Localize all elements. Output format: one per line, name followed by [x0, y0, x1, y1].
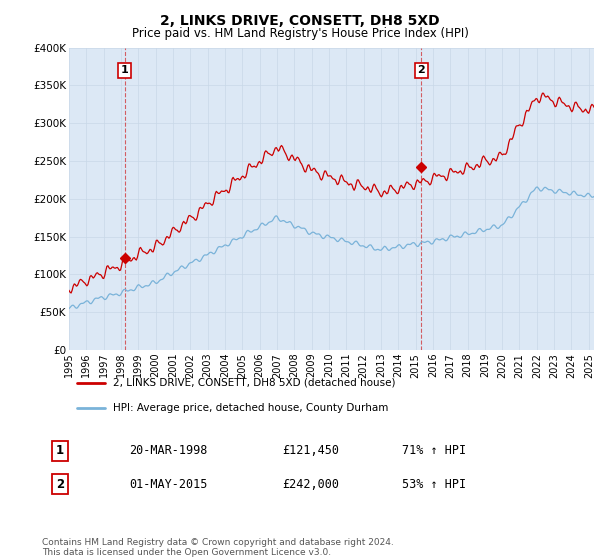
Text: 53% ↑ HPI: 53% ↑ HPI	[402, 478, 466, 491]
Text: 1: 1	[56, 444, 64, 458]
Text: 71% ↑ HPI: 71% ↑ HPI	[402, 444, 466, 458]
Text: 2, LINKS DRIVE, CONSETT, DH8 5XD (detached house): 2, LINKS DRIVE, CONSETT, DH8 5XD (detach…	[113, 378, 396, 388]
Text: 01-MAY-2015: 01-MAY-2015	[129, 478, 208, 491]
Text: Price paid vs. HM Land Registry's House Price Index (HPI): Price paid vs. HM Land Registry's House …	[131, 27, 469, 40]
Text: £242,000: £242,000	[282, 478, 339, 491]
Text: 2: 2	[56, 478, 64, 491]
Text: 20-MAR-1998: 20-MAR-1998	[129, 444, 208, 458]
Text: HPI: Average price, detached house, County Durham: HPI: Average price, detached house, Coun…	[113, 403, 389, 413]
Text: 2, LINKS DRIVE, CONSETT, DH8 5XD: 2, LINKS DRIVE, CONSETT, DH8 5XD	[160, 14, 440, 28]
Text: £121,450: £121,450	[282, 444, 339, 458]
Text: 1: 1	[121, 66, 128, 75]
Text: 2: 2	[418, 66, 425, 75]
Text: Contains HM Land Registry data © Crown copyright and database right 2024.
This d: Contains HM Land Registry data © Crown c…	[42, 538, 394, 557]
